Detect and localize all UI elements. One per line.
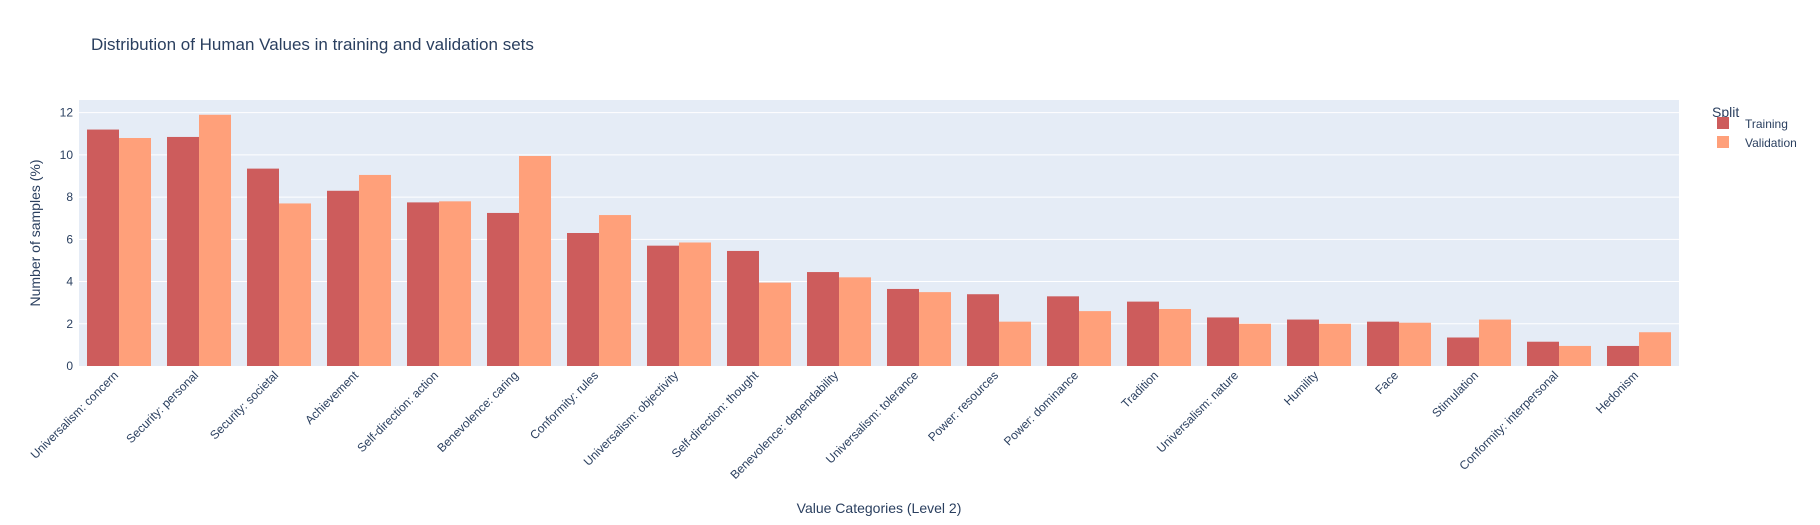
y-tick-label: 4 xyxy=(66,275,73,289)
y-tick-label: 6 xyxy=(66,232,73,246)
x-tick-label: Universalism: nature xyxy=(1154,368,1241,455)
x-tick-label: Self-direction: action xyxy=(354,368,441,455)
chart-title: Distribution of Human Values in training… xyxy=(91,35,534,54)
bar-training xyxy=(1527,341,1559,366)
x-tick-label: Benevolence: caring xyxy=(434,368,521,455)
bar-validation xyxy=(1239,323,1271,366)
x-tick-label: Humility xyxy=(1281,368,1321,408)
bar-training xyxy=(407,202,439,366)
bar-training xyxy=(1127,301,1159,366)
bar-training xyxy=(1447,337,1479,366)
x-tick-label: Stimulation xyxy=(1429,368,1481,420)
legend: Split Training Validation xyxy=(1712,104,1797,150)
bar-validation xyxy=(999,321,1031,366)
bar-validation xyxy=(599,215,631,366)
bar-validation xyxy=(1079,311,1111,366)
x-tick-label: Security: personal xyxy=(123,368,201,446)
bar-training xyxy=(727,250,759,366)
bar-training xyxy=(1607,345,1639,366)
x-tick-label: Universalism: concern xyxy=(28,368,121,461)
bar-validation xyxy=(279,203,311,366)
x-tick-label: Hedonism xyxy=(1593,368,1641,416)
y-tick-label: 8 xyxy=(66,190,73,204)
x-tick-label: Achievement xyxy=(302,368,361,427)
x-axis-title: Value Categories (Level 2) xyxy=(797,500,962,516)
bars xyxy=(87,114,1671,367)
x-axis-ticks: Universalism: concern Security: personal S… xyxy=(28,368,1641,482)
bar-validation xyxy=(1639,332,1671,366)
bar-training xyxy=(1207,317,1239,366)
legend-label-training: Training xyxy=(1745,117,1788,131)
plot-background xyxy=(79,100,1679,366)
bar-validation xyxy=(759,282,791,366)
bar-training xyxy=(87,129,119,366)
bar-training xyxy=(1047,296,1079,366)
bar-validation xyxy=(199,114,231,367)
x-tick-label: Power: dominance xyxy=(1001,368,1081,448)
bar-validation xyxy=(839,277,871,366)
legend-label-validation: Validation xyxy=(1745,136,1797,150)
x-tick-label: Security: societal xyxy=(207,368,281,442)
bar-validation xyxy=(919,292,951,366)
x-tick-label: Conformity: rules xyxy=(527,368,601,442)
bar-validation xyxy=(1479,319,1511,366)
bar-validation xyxy=(119,138,151,366)
y-tick-label: 12 xyxy=(60,106,74,120)
x-tick-label: Power: resources xyxy=(925,368,1001,444)
bar-validation xyxy=(1559,345,1591,366)
bar-training xyxy=(887,288,919,366)
bar-validation xyxy=(679,242,711,366)
bar-training xyxy=(1287,319,1319,366)
bar-training xyxy=(1367,321,1399,366)
legend-swatch-training xyxy=(1717,117,1729,129)
bar-training xyxy=(647,245,679,366)
legend-title: Split xyxy=(1712,104,1739,120)
bar-validation xyxy=(1319,323,1351,366)
x-tick-label: Universalism: tolerance xyxy=(823,368,921,466)
bar-training xyxy=(247,168,279,366)
y-axis-title: Number of samples (%) xyxy=(27,159,43,306)
bar-training xyxy=(327,190,359,366)
x-tick-label: Tradition xyxy=(1119,368,1162,411)
y-tick-label: 10 xyxy=(60,148,74,162)
bar-validation xyxy=(439,201,471,366)
bar-validation xyxy=(359,174,391,366)
legend-swatch-validation xyxy=(1717,136,1729,148)
bar-training xyxy=(567,233,599,366)
bar-training xyxy=(487,212,519,366)
x-tick-label: Self-direction: thought xyxy=(669,368,762,461)
y-tick-label: 0 xyxy=(66,359,73,373)
bar-validation xyxy=(1399,322,1431,366)
x-tick-label: Face xyxy=(1372,368,1401,397)
bar-validation xyxy=(1159,309,1191,366)
bar-training xyxy=(807,272,839,366)
y-axis-ticks: 0 2 4 6 8 10 12 xyxy=(60,106,74,373)
bar-training xyxy=(967,294,999,366)
bar-validation xyxy=(519,155,551,366)
bar-training xyxy=(167,136,199,366)
y-tick-label: 2 xyxy=(66,317,73,331)
